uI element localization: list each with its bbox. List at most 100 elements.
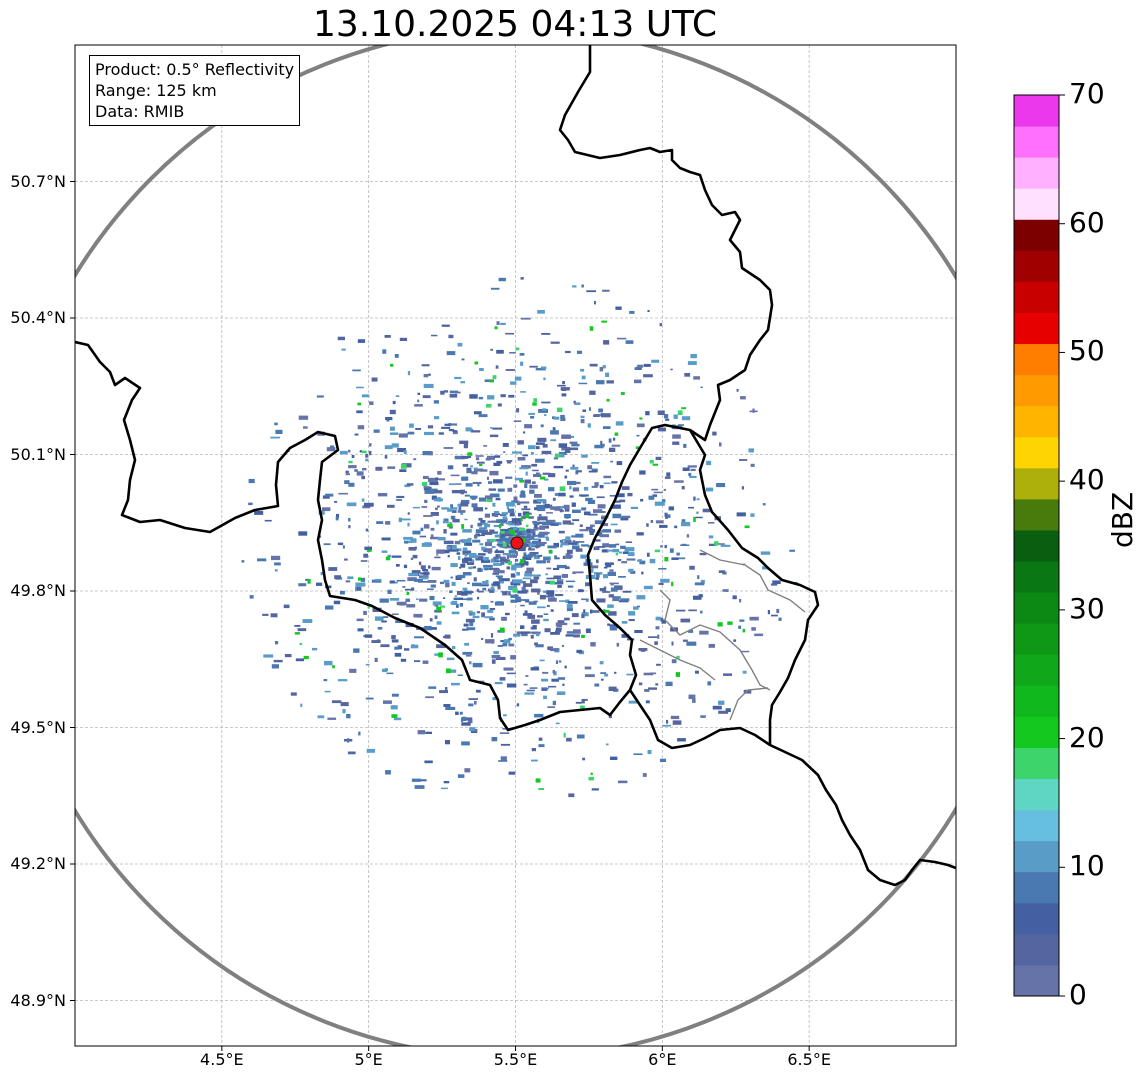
echo-cell (762, 566, 769, 570)
echo-cell (337, 542, 344, 546)
echo-cell (656, 663, 661, 666)
echo-cell (423, 486, 430, 489)
echo-cell (529, 365, 538, 368)
echo-cell (316, 395, 324, 398)
echo-cell (422, 475, 429, 479)
echo-cell (580, 554, 587, 559)
echo-cell (440, 605, 446, 608)
echo-cell (609, 544, 617, 548)
echo-cell (716, 543, 725, 545)
echo-cell (526, 567, 534, 572)
echo-cell (443, 704, 451, 707)
echo-cell (485, 541, 492, 547)
echo-cell (569, 441, 578, 444)
echo-cell (345, 580, 351, 583)
echo-cell (528, 412, 535, 415)
echo-cell (495, 656, 506, 660)
echo-cell (520, 391, 526, 393)
echo-cell (412, 530, 421, 535)
echo-cell (326, 447, 336, 452)
echo-cell (424, 431, 434, 436)
echo-cell (479, 464, 483, 467)
echo-cell (589, 565, 599, 569)
echo-cell (503, 714, 507, 717)
echo-cell (443, 781, 450, 784)
colorbar-segment (1014, 933, 1059, 966)
colorbar-segment (1014, 529, 1059, 562)
echo-cell (490, 586, 495, 590)
echo-cell (539, 526, 545, 530)
echo-cell (512, 588, 518, 593)
echo-cell (522, 454, 529, 457)
echo-cell (497, 554, 501, 558)
echo-cell (452, 518, 460, 523)
echo-cell (591, 485, 598, 488)
echo-cell (643, 374, 653, 378)
echo-cell (552, 700, 556, 706)
echo-cell (509, 526, 518, 530)
echo-cell (429, 595, 435, 601)
echo-cell (454, 455, 465, 460)
echo-cell (382, 349, 387, 354)
echo-cell (588, 529, 596, 533)
echo-cell (520, 604, 525, 607)
echo-cell (643, 672, 654, 676)
echo-cell (562, 683, 565, 686)
echo-cell (695, 516, 703, 519)
echo-cell (655, 683, 659, 686)
echo-cell (615, 421, 624, 426)
echo-cell (630, 506, 639, 509)
echo-cell (434, 416, 440, 420)
echo-cell (428, 451, 433, 456)
map-title: 13.10.2025 04:13 UTC (312, 4, 718, 45)
echo-cell (589, 407, 591, 411)
echo-cell (537, 507, 546, 512)
echo-cell (740, 396, 746, 400)
echo-cell (653, 491, 663, 494)
echo-cell (464, 642, 470, 646)
echo-cell (484, 523, 491, 528)
echo-cell (566, 604, 573, 609)
echo-cell (518, 512, 522, 517)
echo-cell (484, 616, 493, 619)
echo-cell (468, 703, 474, 707)
colorbar-segment (1014, 685, 1059, 717)
lat-tick-label: 49.8°N (10, 581, 66, 600)
echo-cell (521, 633, 528, 637)
echo-cell (530, 626, 534, 630)
echo-cell (493, 511, 499, 514)
colorbar-segment (1014, 157, 1059, 189)
echo-cell (475, 556, 484, 561)
echo-cell (708, 643, 715, 648)
echo-cell (558, 530, 565, 534)
echo-cell (536, 560, 546, 564)
echo-cell (520, 559, 525, 564)
echo-cell (400, 658, 407, 662)
echo-cell (466, 542, 472, 546)
echo-cell (465, 427, 472, 432)
echo-cell (750, 513, 755, 517)
echo-cell (615, 552, 619, 556)
echo-cell (505, 476, 513, 479)
echo-cell (274, 422, 278, 426)
echo-cell (499, 627, 505, 632)
echo-cell (512, 451, 522, 454)
echo-cell (275, 429, 283, 434)
echo-cell (494, 534, 501, 538)
echo-cell (677, 410, 683, 416)
echo-cell (347, 576, 354, 580)
echo-cell (700, 386, 703, 389)
echo-cell (356, 618, 364, 622)
echo-cell (760, 551, 771, 555)
echo-cell (496, 349, 504, 354)
echo-cell (627, 492, 633, 497)
echo-cell (462, 547, 468, 552)
echo-cell (445, 740, 450, 745)
echo-cell (520, 317, 531, 320)
echo-cell (515, 551, 518, 556)
echo-cell (565, 566, 570, 570)
echo-cell (552, 427, 556, 431)
colorbar-segment (1014, 281, 1059, 313)
echo-cell (449, 548, 459, 552)
echo-cell (521, 515, 526, 520)
